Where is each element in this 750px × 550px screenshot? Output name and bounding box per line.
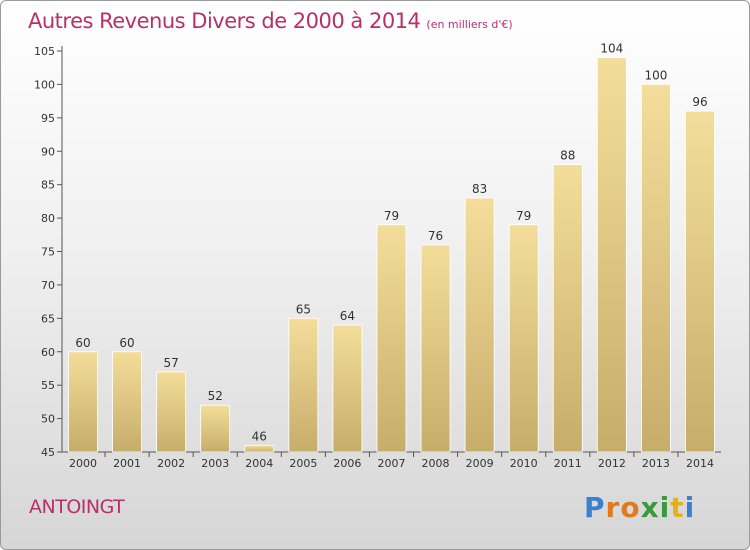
chart-title: Autres Revenus Divers de 2000 à 2014 (en … xyxy=(28,9,513,33)
y-tick-label: 45 xyxy=(41,446,55,459)
value-label-2012: 104 xyxy=(600,42,623,56)
bar-2009 xyxy=(464,197,495,453)
x-tick-label: 2000 xyxy=(69,457,97,470)
bar-2006 xyxy=(332,324,363,453)
value-label-2010: 79 xyxy=(516,209,531,223)
x-tick-label: 2003 xyxy=(201,457,229,470)
bar-2004 xyxy=(244,444,275,453)
bar-2008 xyxy=(420,244,451,453)
value-label-2004: 46 xyxy=(252,429,267,443)
y-tick-label: 75 xyxy=(41,246,55,259)
logo-letter: i xyxy=(659,491,671,524)
y-tick-label: 50 xyxy=(41,413,55,426)
logo-letter: x xyxy=(640,491,660,524)
x-tick-label: 2008 xyxy=(422,457,450,470)
x-tick-label: 2010 xyxy=(510,457,538,470)
bar-2001 xyxy=(112,351,142,453)
bar-2014 xyxy=(685,110,715,453)
logo-letter: o xyxy=(620,491,641,524)
value-label-2007: 79 xyxy=(384,209,399,223)
value-label-2011: 88 xyxy=(560,149,575,163)
value-label-2013: 100 xyxy=(644,68,667,82)
chart-subtitle: (en milliers d'€) xyxy=(426,18,513,31)
bar-2007 xyxy=(376,224,407,453)
axes: 45 50 55 60 65 70 75 80 85 90 95 100 105 2000 2001 2002… xyxy=(34,45,721,470)
bar-2013 xyxy=(641,84,671,453)
bar-2003 xyxy=(200,404,231,453)
logo-letter: r xyxy=(605,491,621,524)
value-label-2003: 52 xyxy=(208,389,223,403)
logo-letter: t xyxy=(670,491,685,524)
y-tick-label: 55 xyxy=(41,379,55,392)
proxiti-logo: Proxiti xyxy=(584,491,695,524)
y-tick-label: 95 xyxy=(41,112,55,125)
y-tick-label: 80 xyxy=(41,212,55,225)
bar-2011 xyxy=(552,164,583,453)
bar-2000 xyxy=(68,351,98,453)
y-tick-label: 70 xyxy=(41,279,55,292)
value-label-2002: 57 xyxy=(163,356,178,370)
bars xyxy=(68,57,715,453)
value-label-2008: 76 xyxy=(428,229,443,243)
x-tick-label: 2011 xyxy=(554,457,582,470)
x-tick-label: 2005 xyxy=(289,457,317,470)
value-label-2009: 83 xyxy=(472,182,487,196)
y-tick-label: 85 xyxy=(41,179,55,192)
logo-letter: i xyxy=(684,491,696,524)
value-label-2000: 60 xyxy=(75,336,90,350)
x-tick-label: 2014 xyxy=(686,457,714,470)
y-tick-label: 105 xyxy=(34,45,55,58)
chart-title-text: Autres Revenus Divers de 2000 à 2014 xyxy=(28,9,421,33)
x-tick-label: 2013 xyxy=(642,457,670,470)
y-tick-label: 90 xyxy=(41,145,55,158)
value-label-2006: 64 xyxy=(340,309,355,323)
value-label-2001: 60 xyxy=(119,336,134,350)
y-tick-label: 100 xyxy=(34,78,55,91)
value-label-2005: 65 xyxy=(296,302,311,316)
bar-2002 xyxy=(156,371,187,453)
x-tick-label: 2012 xyxy=(598,457,626,470)
data-labels: 60 60 57 52 46 65 64 79 76 83 79 88 104 100 96 xyxy=(75,42,707,444)
x-tick-label: 2001 xyxy=(113,457,141,470)
commune-name: ANTOINGT xyxy=(29,496,125,518)
bar-2010 xyxy=(508,224,539,453)
x-tick-label: 2009 xyxy=(466,457,494,470)
value-label-2014: 96 xyxy=(692,95,707,109)
bar-2005 xyxy=(288,317,319,453)
x-tick-label: 2006 xyxy=(333,457,361,470)
logo-letter: P xyxy=(584,491,606,524)
bar-2012 xyxy=(596,57,627,453)
y-tick-label: 65 xyxy=(41,312,55,325)
x-tick-label: 2004 xyxy=(245,457,273,470)
x-tick-label: 2007 xyxy=(377,457,405,470)
x-tick-label: 2002 xyxy=(157,457,185,470)
y-tick-label: 60 xyxy=(41,346,55,359)
